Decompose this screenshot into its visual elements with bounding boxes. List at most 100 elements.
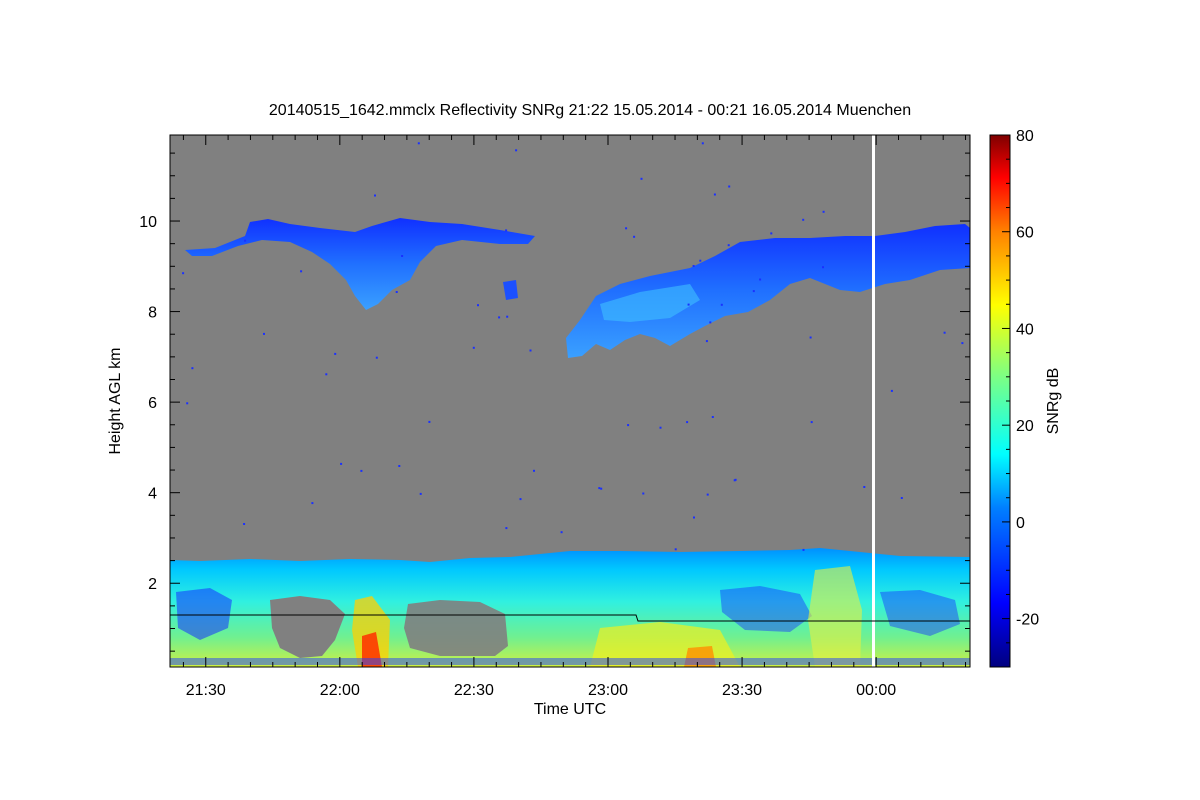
noise-pixel	[711, 416, 714, 418]
noise-pixel	[505, 229, 508, 232]
boundary-layer-gap-west	[270, 596, 345, 658]
chart-title: 20140515_1642.mmclx Reflectivity SNRg 21…	[269, 102, 911, 119]
noise-pixel	[505, 527, 508, 530]
noise-pixel	[943, 331, 946, 334]
colorbar-tick-label: 60	[1016, 225, 1034, 242]
noise-pixel	[674, 548, 677, 551]
x-tick-label: 23:30	[722, 682, 762, 699]
noise-pixel	[706, 493, 709, 496]
noise-pixel	[334, 352, 337, 355]
colorbar-tick-label: 40	[1016, 321, 1034, 338]
noise-pixel	[728, 185, 731, 188]
colorbar-tick-label: 20	[1016, 418, 1034, 435]
noise-pixel	[727, 244, 730, 247]
cirrus-east-echo	[566, 224, 970, 358]
colorbar-axis: 80 60 40 20 0 -20	[1002, 128, 1039, 644]
noise-pixel	[374, 194, 376, 197]
noise-pixel	[713, 193, 716, 196]
noise-pixel	[419, 492, 422, 495]
boundary-layer-dark-patch-1	[176, 588, 232, 640]
noise-pixel	[720, 303, 723, 306]
boundary-layer-core-22h05	[352, 596, 390, 667]
data-gap-line	[872, 135, 875, 667]
noise-pixel	[625, 227, 628, 230]
y-tick-label: 10	[139, 214, 157, 231]
x-axis: 21:30 22:00 22:30 23:00 23:30 00:00	[182, 135, 967, 699]
noise-pixel	[375, 356, 378, 359]
noise-pixel	[752, 290, 755, 293]
noise-pixel	[809, 336, 812, 339]
noise-pixel	[770, 232, 773, 235]
noise-pixel	[692, 265, 695, 267]
colorbar-tick-label: 0	[1016, 515, 1025, 532]
x-axis-label: Time UTC	[534, 701, 606, 718]
y-axis: 2 4 6 8 10	[139, 152, 970, 652]
plot-frame	[169, 134, 971, 668]
x-tick-label: 21:30	[186, 682, 226, 699]
y-tick-label: 6	[148, 395, 157, 412]
y-tick-label: 8	[148, 305, 157, 322]
noise-pixel	[472, 346, 475, 349]
x-tick-label: 22:00	[320, 682, 360, 699]
noise-pixel	[360, 469, 363, 472]
noise-pixel	[693, 516, 695, 519]
noise-pixel	[699, 259, 702, 262]
noise-pixel	[560, 531, 563, 534]
noise-pixel	[244, 239, 247, 242]
noise-pixel	[186, 402, 189, 405]
noise-pixel	[642, 492, 645, 495]
noise-pixel	[533, 469, 535, 472]
noise-pixel	[900, 497, 903, 499]
noise-pixel	[182, 272, 185, 275]
noise-pixel	[498, 316, 501, 319]
noise-pixel	[802, 548, 805, 551]
noise-pixel	[822, 210, 825, 213]
noise-pixel	[263, 332, 265, 335]
noise-pixel	[802, 218, 805, 221]
noise-pixel	[890, 389, 893, 392]
ground-strip	[170, 658, 970, 665]
threshold-line	[170, 614, 970, 622]
colorbar-tick-label: -20	[1016, 612, 1039, 629]
noise-pixel	[687, 303, 690, 306]
noise-pixel	[640, 177, 643, 180]
noise-pixel	[627, 424, 630, 427]
noise-pixel	[311, 502, 314, 505]
x-tick-label: 23:00	[588, 682, 628, 699]
y-tick-label: 4	[148, 486, 157, 503]
noise-pixel	[477, 304, 479, 307]
x-tick-label: 00:00	[856, 682, 896, 699]
noise-pixel	[600, 487, 603, 490]
noise-pixel	[325, 373, 328, 376]
noise-pixel	[401, 255, 404, 257]
noise-pixel	[734, 478, 737, 481]
colorbar-tick-label: 80	[1016, 128, 1034, 145]
noise-pixel	[506, 315, 509, 318]
boundary-layer-gap-mid	[404, 600, 508, 656]
noise-pixel	[395, 291, 398, 293]
x-tick-label: 22:30	[454, 682, 494, 699]
noise-pixel	[300, 270, 303, 273]
cirrus-west-echo	[185, 218, 535, 310]
noise-pixel	[961, 342, 964, 345]
noise-pixels	[182, 142, 964, 551]
y-tick-label: 2	[148, 576, 157, 593]
noise-pixel	[709, 321, 712, 324]
noise-pixel	[243, 523, 246, 525]
noise-pixel	[428, 420, 431, 423]
noise-pixel	[863, 486, 866, 488]
noise-pixel	[705, 340, 708, 343]
noise-pixel	[519, 498, 522, 501]
noise-pixel	[822, 266, 824, 269]
noise-pixel	[598, 487, 601, 490]
noise-pixel	[515, 149, 518, 152]
plot-area	[170, 135, 970, 667]
boundary-layer-dark-patch-3	[880, 590, 960, 636]
noise-pixel	[659, 426, 662, 429]
noise-pixel	[633, 235, 636, 238]
noise-pixel	[759, 278, 762, 281]
y-axis-label: Height AGL km	[107, 347, 124, 454]
colorbar-label: SNRg dB	[1045, 368, 1062, 435]
noise-pixel	[417, 142, 420, 145]
